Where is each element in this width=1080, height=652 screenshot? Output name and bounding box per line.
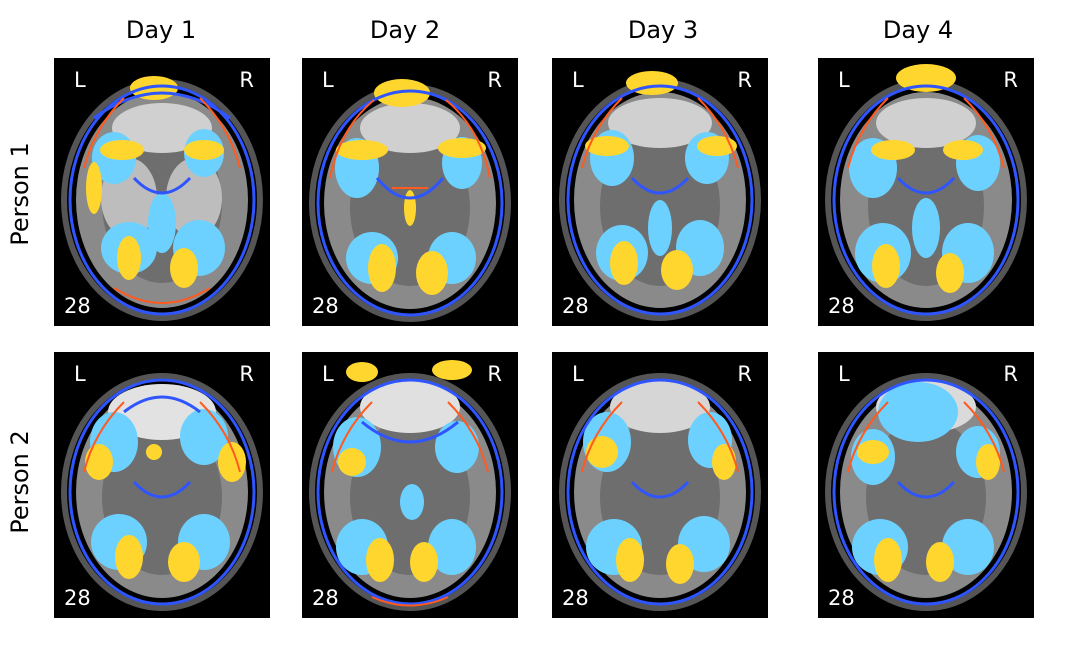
row-label-person-2: Person 2 (6, 430, 34, 534)
brain-scan-image (825, 64, 1027, 321)
left-hemisphere-label: L (572, 68, 584, 92)
brain-panel-person-2-day-2: L R 28 (302, 352, 518, 618)
right-hemisphere-label: R (239, 68, 254, 92)
right-hemisphere-label: R (1003, 362, 1018, 386)
column-label-day-3: Day 3 (627, 16, 699, 44)
right-hemisphere-label: R (487, 362, 502, 386)
column-label-day-2: Day 2 (369, 16, 441, 44)
brain-panel-person-2-day-4: L R 28 (818, 352, 1034, 618)
right-hemisphere-label: R (1003, 68, 1018, 92)
left-hemisphere-label: L (838, 68, 850, 92)
brain-panel-person-1-day-4: L R 28 (818, 58, 1034, 326)
left-hemisphere-label: L (322, 68, 334, 92)
column-label-day-4: Day 4 (882, 16, 954, 44)
left-hemisphere-label: L (838, 362, 850, 386)
brain-scan-image (61, 373, 263, 611)
column-label-day-1: Day 1 (125, 16, 197, 44)
brain-scan-image (825, 373, 1027, 611)
row-label-person-1: Person 1 (6, 142, 34, 246)
brain-panel-person-2-day-3: L R 28 (552, 352, 768, 618)
slice-number-label: 28 (828, 294, 855, 318)
brain-panel-person-1-day-1: L R 28 (54, 58, 270, 326)
slice-number-label: 28 (828, 586, 855, 610)
brain-scan-image (309, 360, 511, 611)
slice-number-label: 28 (64, 294, 91, 318)
right-hemisphere-label: R (239, 362, 254, 386)
brain-scan-image (559, 373, 761, 611)
brain-panel-person-1-day-3: L R 28 (552, 58, 768, 326)
brain-panel-person-2-day-1: L R 28 (54, 352, 270, 618)
brain-scan-image (61, 76, 263, 321)
slice-number-label: 28 (312, 294, 339, 318)
left-hemisphere-label: L (74, 68, 86, 92)
slice-number-label: 28 (312, 586, 339, 610)
left-hemisphere-label: L (322, 362, 334, 386)
brain-panel-person-1-day-2: L R 28 (302, 58, 518, 326)
right-hemisphere-label: R (737, 68, 752, 92)
brain-scan-image (559, 71, 761, 321)
left-hemisphere-label: L (74, 362, 86, 386)
right-hemisphere-label: R (737, 362, 752, 386)
right-hemisphere-label: R (487, 68, 502, 92)
slice-number-label: 28 (562, 586, 589, 610)
slice-number-label: 28 (64, 586, 91, 610)
left-hemisphere-label: L (572, 362, 584, 386)
slice-number-label: 28 (562, 294, 589, 318)
brain-scan-image (309, 79, 511, 322)
